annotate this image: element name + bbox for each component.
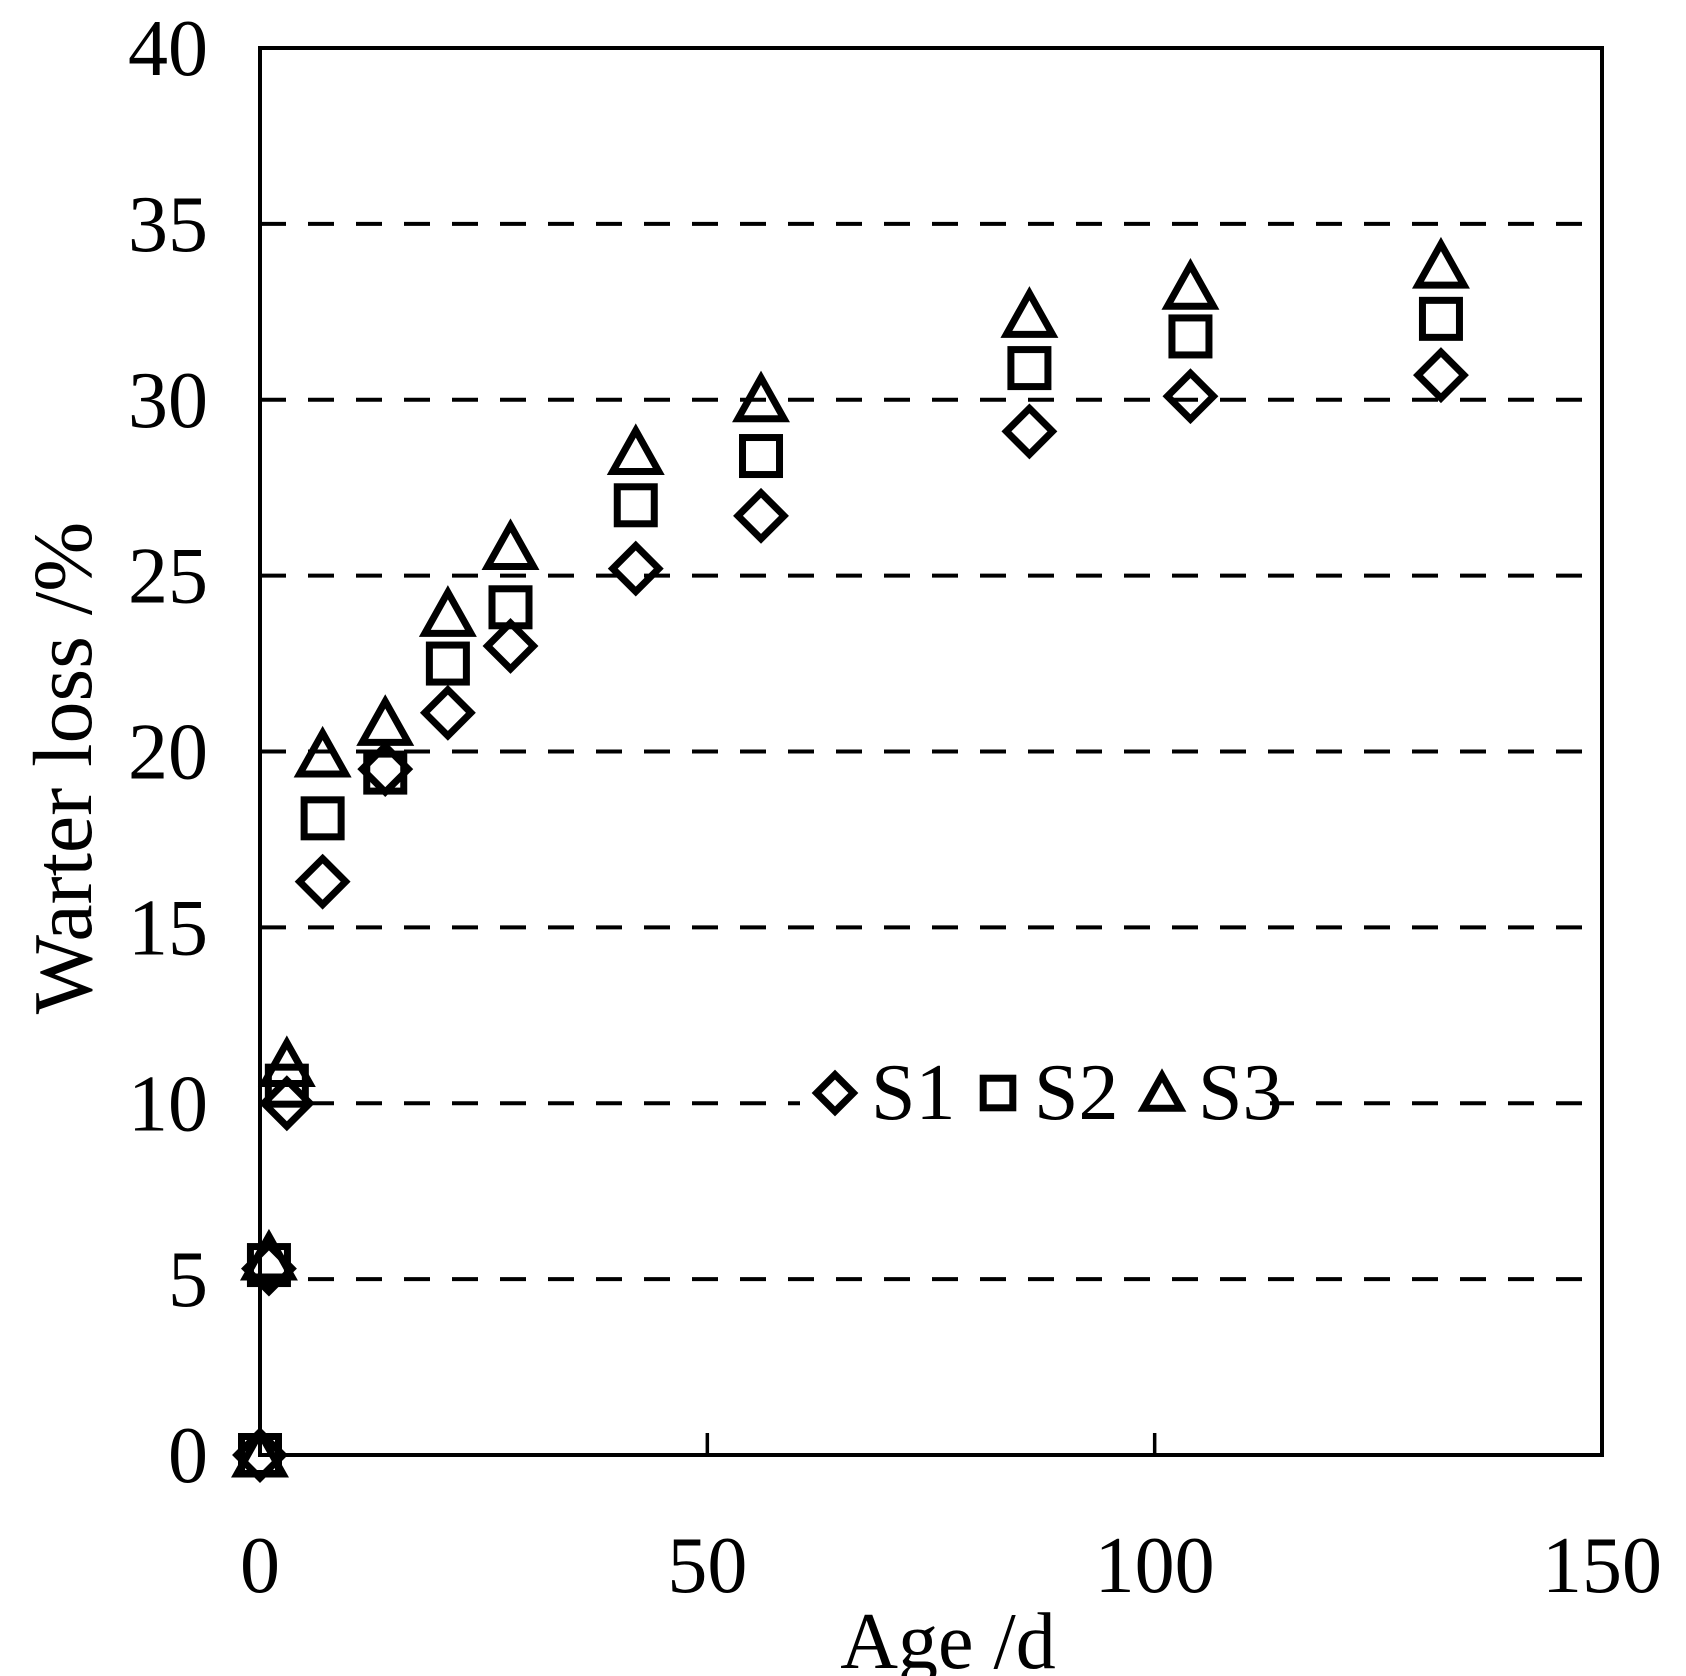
- legend-label-S2: S2: [1034, 1049, 1119, 1137]
- data-point-S3-x7: [293, 725, 352, 778]
- legend-label-S1: S1: [871, 1049, 956, 1137]
- x-axis-title: Age /d: [840, 1598, 1056, 1676]
- y-axis-title: Warter loss /%: [17, 521, 110, 1015]
- data-point-S1-x104: [1162, 368, 1219, 425]
- legend-marker-S2: [979, 1074, 1017, 1112]
- y-tick-label-20: 20: [128, 709, 208, 797]
- data-point-S2-x28: [488, 585, 533, 630]
- data-point-S3-x1: [239, 1228, 298, 1281]
- data-point-S1-x42: [607, 540, 664, 597]
- data-point-S3-x0: [231, 1425, 289, 1478]
- data-point-S1-x56: [733, 487, 789, 544]
- data-point-S3-x56: [732, 370, 790, 423]
- x-tick-label-100: 100: [1095, 1522, 1215, 1610]
- legend-label-S3: S3: [1198, 1049, 1283, 1137]
- data-point-S2-x21: [425, 641, 470, 686]
- data-point-S3-x86: [1000, 286, 1059, 338]
- data-point-S3-x132: [1411, 236, 1470, 289]
- data-point-S1-x28: [482, 618, 539, 674]
- plot-frame: [258, 46, 1604, 1457]
- data-point-S2-x104: [1168, 314, 1213, 359]
- y-tick-label-35: 35: [128, 181, 208, 269]
- data-point-S2-x132: [1418, 296, 1463, 341]
- data-point-S2-x42: [613, 483, 658, 528]
- y-tick-label-5: 5: [168, 1236, 208, 1324]
- x-tick-label-0: 0: [240, 1522, 280, 1610]
- data-point-S3-x3: [257, 1035, 316, 1088]
- y-tick-label-15: 15: [128, 884, 208, 972]
- y-tick-label-25: 25: [128, 533, 208, 621]
- data-point-S1-x7: [294, 853, 351, 910]
- data-point-S2-x56: [739, 434, 784, 479]
- data-point-S3-x21: [418, 585, 477, 637]
- legend-marker-S1: [811, 1069, 859, 1117]
- data-point-S3-x28: [481, 518, 540, 570]
- y-tick-label-30: 30: [128, 357, 208, 445]
- data-point-S3-x42: [606, 423, 665, 476]
- y-tick-label-10: 10: [128, 1060, 208, 1148]
- y-tick-label-40: 40: [128, 5, 208, 93]
- y-tick-label-0: 0: [168, 1412, 208, 1500]
- data-point-S3-x104: [1161, 258, 1220, 310]
- x-tick-label-150: 150: [1542, 1522, 1662, 1610]
- legend-backdrop: [800, 1048, 1270, 1138]
- data-point-S1-x132: [1413, 347, 1469, 404]
- x-tick-label-50: 50: [667, 1522, 747, 1610]
- legend-marker-S3: [1137, 1068, 1187, 1112]
- data-point-S2-x7: [300, 796, 345, 841]
- data-point-S3-x14: [356, 694, 415, 746]
- data-point-S1-x86: [1001, 403, 1058, 460]
- data-point-S2-x14: [363, 750, 408, 795]
- data-point-S2-x86: [1007, 346, 1052, 391]
- data-point-S1-x21: [419, 684, 476, 741]
